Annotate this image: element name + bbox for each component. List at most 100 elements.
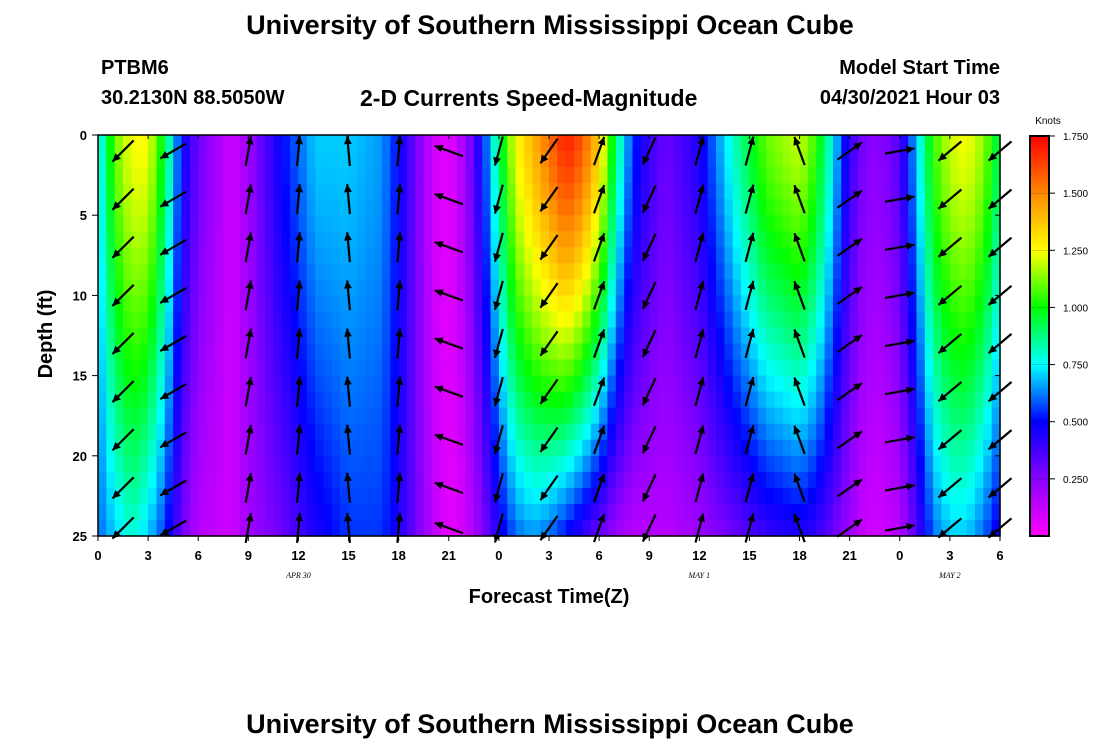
heatmap-cell bbox=[432, 487, 442, 505]
heatmap-cell bbox=[189, 151, 199, 168]
heatmap-cell bbox=[306, 327, 316, 345]
heatmap-cell bbox=[607, 455, 617, 473]
heatmap-cell bbox=[407, 231, 416, 248]
heatmap-cell bbox=[749, 167, 759, 184]
heatmap-cell bbox=[565, 423, 575, 441]
heatmap-cell bbox=[741, 519, 751, 537]
heatmap-cell bbox=[690, 455, 700, 473]
heatmap-cell bbox=[465, 199, 475, 216]
heatmap-cell bbox=[231, 151, 241, 168]
heatmap-cell bbox=[173, 423, 183, 441]
heatmap-cell bbox=[415, 471, 425, 489]
heatmap-cell bbox=[732, 439, 742, 457]
heatmap-cell bbox=[532, 359, 542, 377]
heatmap-cell bbox=[582, 231, 592, 248]
current-vector bbox=[244, 376, 254, 407]
heatmap-cell bbox=[223, 423, 233, 441]
heatmap-cell bbox=[941, 423, 951, 441]
heatmap-cell bbox=[373, 519, 383, 537]
heatmap-cell bbox=[256, 279, 266, 296]
heatmap-cell bbox=[732, 135, 742, 152]
current-vector bbox=[344, 280, 352, 311]
heatmap-cell bbox=[231, 359, 241, 377]
heatmap-cell bbox=[574, 423, 584, 441]
heatmap-cell bbox=[148, 295, 158, 313]
heatmap-cell bbox=[707, 151, 717, 168]
heatmap-cell bbox=[198, 279, 208, 296]
heatmap-cell bbox=[340, 151, 350, 168]
heatmap-cell bbox=[214, 391, 224, 409]
heatmap-cell bbox=[916, 263, 926, 280]
heatmap-cell bbox=[649, 263, 659, 280]
heatmap-cell bbox=[340, 215, 350, 232]
heatmap-cell bbox=[407, 407, 416, 425]
heatmap-cell bbox=[949, 231, 959, 248]
heatmap-cell bbox=[315, 455, 325, 473]
heatmap-cell bbox=[315, 135, 325, 152]
heatmap-cell bbox=[173, 215, 183, 232]
heatmap-cell bbox=[732, 471, 742, 489]
heatmap-cell bbox=[98, 183, 107, 200]
heatmap-cell bbox=[298, 439, 308, 457]
heatmap-cell bbox=[156, 327, 166, 345]
heatmap-cell bbox=[523, 247, 533, 264]
current-vector bbox=[159, 190, 187, 208]
heatmap-cell bbox=[515, 519, 525, 537]
heatmap-cell bbox=[807, 231, 817, 248]
heatmap-cell bbox=[223, 311, 233, 329]
heatmap-cell bbox=[991, 295, 1001, 313]
heatmap-cell bbox=[983, 199, 993, 216]
heatmap-cell bbox=[148, 391, 158, 409]
heatmap-cell bbox=[265, 199, 274, 216]
heatmap-cell bbox=[365, 167, 375, 184]
current-vector bbox=[295, 136, 303, 167]
heatmap-cell bbox=[832, 263, 842, 280]
heatmap-cell bbox=[465, 487, 475, 505]
heatmap-cell bbox=[665, 151, 675, 168]
heatmap-cell bbox=[841, 423, 851, 441]
heatmap-cell bbox=[966, 471, 976, 489]
heatmap-cell bbox=[891, 279, 901, 296]
heatmap-cell bbox=[415, 519, 425, 537]
heatmap-cell bbox=[682, 391, 692, 409]
heatmap-cell bbox=[498, 503, 508, 521]
heatmap-cell bbox=[674, 327, 684, 345]
heatmap-cell bbox=[574, 135, 584, 152]
heatmap-cell bbox=[114, 455, 124, 473]
heatmap-cell bbox=[824, 519, 834, 537]
heatmap-cell bbox=[415, 183, 425, 200]
heatmap-cell bbox=[941, 167, 951, 184]
heatmap-cell bbox=[866, 135, 876, 152]
heatmap-cell bbox=[791, 151, 801, 168]
heatmap-cell bbox=[782, 183, 792, 200]
heatmap-cell bbox=[465, 263, 475, 280]
heatmap-cell bbox=[674, 407, 684, 425]
heatmap-cell bbox=[599, 199, 609, 216]
heatmap-cell bbox=[582, 151, 592, 168]
heatmap-cell bbox=[874, 199, 884, 216]
heatmap-cell bbox=[632, 343, 642, 361]
heatmap-cell bbox=[741, 407, 751, 425]
heatmap-cell bbox=[824, 151, 834, 168]
heatmap-cell bbox=[774, 471, 784, 489]
heatmap-cell bbox=[323, 279, 333, 296]
heatmap-cell bbox=[114, 423, 124, 441]
heatmap-cell bbox=[766, 391, 776, 409]
heatmap-cell bbox=[214, 407, 224, 425]
heatmap-cell bbox=[557, 407, 567, 425]
heatmap-cell bbox=[916, 215, 926, 232]
heatmap-cell bbox=[315, 183, 325, 200]
heatmap-cell bbox=[741, 471, 751, 489]
current-vector bbox=[111, 380, 135, 403]
current-vector bbox=[793, 473, 806, 503]
heatmap-cell bbox=[223, 295, 233, 313]
heatmap-cell bbox=[640, 279, 650, 296]
heatmap-cell bbox=[607, 327, 617, 345]
heatmap-cell bbox=[482, 183, 492, 200]
heatmap-cell bbox=[482, 455, 492, 473]
heatmap-cell bbox=[916, 519, 926, 537]
heatmap-cell bbox=[724, 231, 734, 248]
heatmap-cell bbox=[490, 375, 500, 393]
heatmap-cell bbox=[724, 247, 734, 264]
heatmap-cell bbox=[507, 503, 517, 521]
